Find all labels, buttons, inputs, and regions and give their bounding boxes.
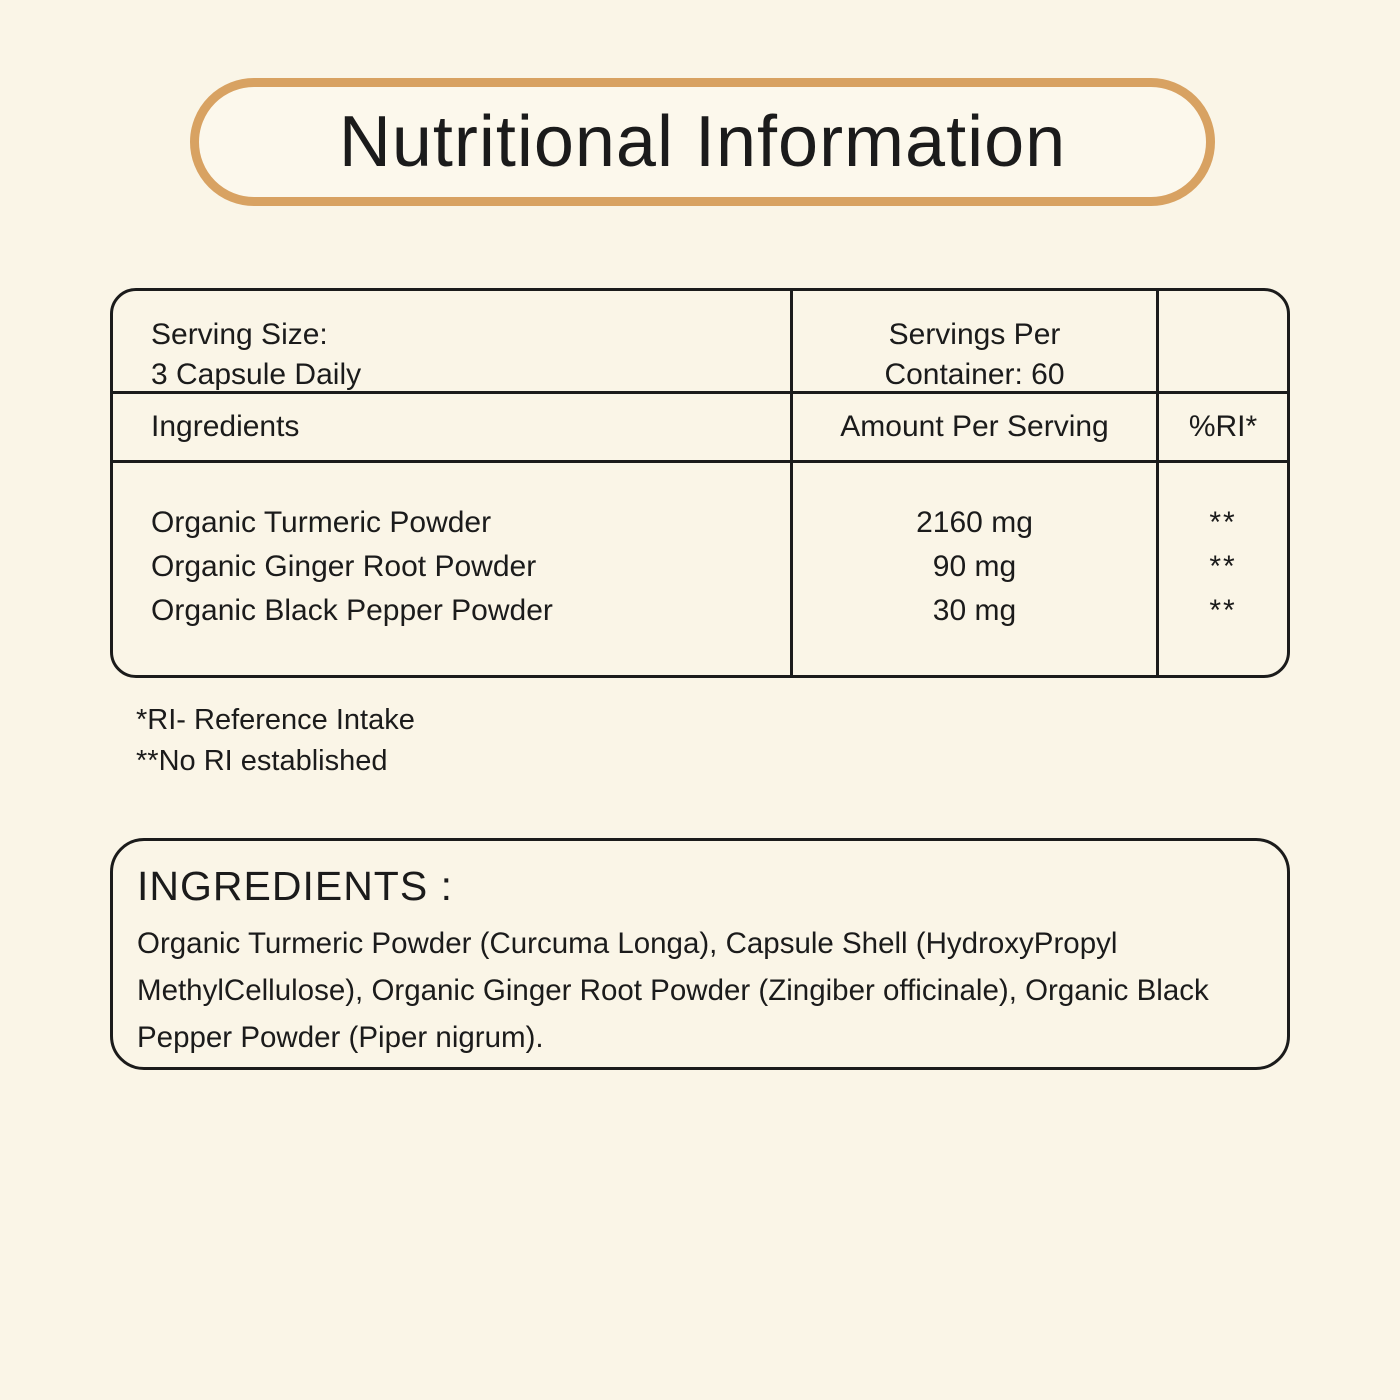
serving-size-value: 3 Capsule Daily [151, 358, 362, 391]
amount-header-label: Amount Per Serving [840, 410, 1109, 443]
amount-column-header: Amount Per Serving [793, 394, 1159, 463]
ingredient-name: Organic Black Pepper Powder [151, 594, 553, 627]
ri-asterisks: ** [1209, 550, 1237, 583]
servings-per-container-cell: Servings Per Container: 60 [793, 291, 1159, 394]
footnote-reference-intake: *RI- Reference Intake [136, 704, 415, 736]
footnotes: *RI- Reference Intake **No RI establishe… [136, 700, 415, 782]
ri-asterisks: ** [1209, 594, 1237, 627]
serving-size-cell: Serving Size: 3 Capsule Daily [113, 291, 793, 394]
ingredients-box-body: Organic Turmeric Powder (Curcuma Longa),… [137, 927, 1209, 1054]
ingredient-name: Organic Turmeric Powder [151, 506, 492, 539]
ri-column-header: %RI* [1159, 394, 1287, 463]
ingredients-header-label: Ingredients [151, 410, 300, 443]
ri-header-label: %RI* [1188, 410, 1258, 443]
ingredients-box: INGREDIENTS : Organic Turmeric Powder (C… [110, 838, 1290, 1070]
ingredient-name: Organic Ginger Root Powder [151, 550, 537, 583]
ingredient-amount: 30 mg [932, 594, 1017, 627]
nutrition-table: Serving Size: 3 Capsule Daily Servings P… [110, 288, 1290, 678]
ingredient-ri-column: ** ** ** [1159, 463, 1287, 675]
ingredients-column-header: Ingredients [113, 394, 793, 463]
ri-asterisks: ** [1209, 506, 1237, 539]
servings-per-label: Servings Per [888, 318, 1061, 351]
ingredient-amounts-column: 2160 mg 90 mg 30 mg [793, 463, 1159, 675]
ingredients-box-heading: INGREDIENTS : [137, 863, 453, 909]
ingredient-amount: 2160 mg [916, 506, 1033, 539]
servings-per-value: Container: 60 [884, 358, 1065, 391]
serving-row-empty-cell [1159, 291, 1287, 394]
page-title: Nutritional Information [338, 102, 1067, 182]
serving-size-label: Serving Size: [151, 318, 328, 351]
ingredient-names-column: Organic Turmeric Powder Organic Ginger R… [113, 463, 793, 675]
footnote-no-ri: **No RI established [136, 745, 388, 777]
title-pill: Nutritional Information [190, 78, 1215, 206]
ingredient-amount: 90 mg [932, 550, 1017, 583]
